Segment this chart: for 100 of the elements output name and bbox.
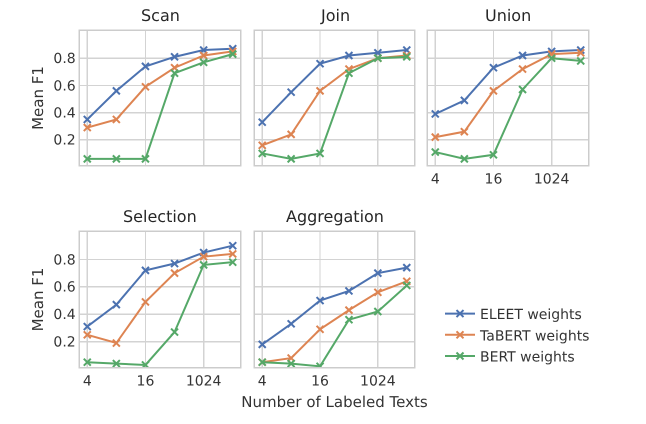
- point: [286, 319, 296, 328]
- point: [344, 306, 354, 315]
- point: [228, 46, 238, 56]
- point: [170, 63, 180, 72]
- point: [82, 330, 92, 340]
- point: [82, 154, 92, 164]
- point: [170, 268, 180, 278]
- point: [140, 297, 150, 306]
- point: [518, 64, 528, 74]
- x-tick-label: 1024: [534, 171, 570, 188]
- chart-title: Join: [320, 6, 350, 25]
- point: [258, 340, 267, 349]
- point: [460, 127, 469, 136]
- point: [460, 96, 469, 105]
- y-tick-label: 0.4: [53, 106, 76, 122]
- point: [199, 58, 208, 67]
- point: [488, 63, 498, 72]
- point: [199, 252, 208, 262]
- point: [316, 148, 325, 158]
- point: [140, 62, 150, 71]
- point: [344, 68, 354, 78]
- point: [258, 140, 267, 150]
- point: [112, 86, 121, 96]
- point: [488, 150, 498, 160]
- point: [82, 358, 92, 367]
- point: [286, 88, 296, 97]
- point: [199, 50, 208, 60]
- point: [373, 268, 382, 278]
- y-tick-label: 0.4: [53, 307, 76, 324]
- legend-label: BERT weights: [480, 349, 575, 366]
- point: [199, 46, 208, 55]
- point: [576, 48, 586, 58]
- point: [199, 260, 208, 270]
- point: [112, 338, 121, 348]
- y-tick-label: 0.2: [53, 334, 76, 351]
- point: [112, 300, 121, 310]
- point: [316, 296, 325, 306]
- y-axis-title: Mean F1: [28, 268, 47, 332]
- chart-title: Aggregation: [286, 207, 384, 226]
- point: [112, 359, 121, 367]
- point: [547, 50, 556, 59]
- x-tick-label: 4: [258, 373, 267, 390]
- point: [258, 148, 267, 158]
- point: [430, 132, 440, 142]
- point: [430, 148, 440, 157]
- point: [82, 114, 92, 124]
- point: [286, 354, 296, 363]
- chart-title: Selection: [123, 207, 197, 226]
- point: [460, 154, 469, 164]
- point: [402, 263, 412, 272]
- point: [316, 86, 325, 96]
- point: [112, 114, 121, 124]
- x-tick-label: 4: [430, 171, 440, 188]
- point: [576, 46, 586, 55]
- point: [518, 85, 528, 94]
- point: [576, 56, 586, 66]
- point: [344, 64, 354, 74]
- point: [547, 54, 556, 63]
- point: [518, 50, 528, 60]
- point: [373, 306, 382, 316]
- point: [258, 118, 267, 127]
- x-tick-label: 1024: [360, 373, 396, 390]
- point: [402, 280, 412, 290]
- y-axis-title: Mean F1: [28, 66, 47, 130]
- point: [286, 154, 296, 164]
- x-tick-label: 4: [82, 373, 92, 390]
- y-tick-label: 0.6: [53, 280, 76, 296]
- point: [430, 109, 440, 118]
- point: [140, 360, 150, 367]
- point: [140, 82, 150, 92]
- point: [228, 50, 238, 59]
- y-tick-label: 0.8: [53, 252, 76, 268]
- point: [140, 266, 150, 275]
- point: [170, 259, 180, 268]
- point: [112, 154, 121, 164]
- point: [373, 48, 382, 58]
- legend-label: ELEET weights: [480, 307, 582, 324]
- point: [316, 324, 325, 334]
- point: [488, 86, 498, 96]
- point: [402, 276, 412, 286]
- point: [199, 248, 208, 258]
- point: [228, 249, 238, 258]
- point: [170, 52, 180, 62]
- x-tick-label: 16: [136, 373, 154, 390]
- x-axis-title: Number of Labeled Texts: [241, 393, 428, 412]
- point: [228, 241, 238, 250]
- x-tick-label: 1024: [186, 373, 222, 390]
- point: [82, 322, 92, 332]
- x-tick-label: 16: [484, 171, 502, 188]
- legend-label: TaBERT weights: [479, 328, 590, 344]
- point: [344, 50, 354, 60]
- point: [547, 46, 556, 56]
- point: [286, 130, 296, 139]
- point: [344, 315, 354, 324]
- x-tick-label: 16: [311, 373, 330, 390]
- point: [344, 286, 354, 296]
- y-tick-label: 0.2: [53, 132, 76, 149]
- chart-title: Union: [485, 6, 532, 25]
- point: [228, 258, 238, 267]
- point: [140, 154, 150, 164]
